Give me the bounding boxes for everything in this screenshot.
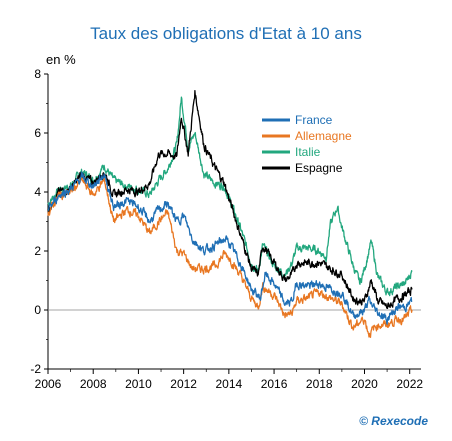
x-tick-label: 2018 (306, 377, 333, 391)
x-tick-label: 2020 (351, 377, 378, 391)
legend-label: Italie (295, 145, 321, 159)
legend-box (256, 106, 382, 174)
x-tick-label: 2014 (215, 377, 242, 391)
chart-title: Taux des obligations d'Etat à 10 ans (90, 24, 362, 43)
series-line-allemagne (47, 176, 413, 338)
legend-label: Allemagne (295, 129, 352, 143)
series-line-espagne (47, 89, 413, 310)
x-tick-label: 2010 (125, 377, 152, 391)
y-tick-label: -2 (30, 362, 41, 376)
x-tick-label: 2022 (396, 377, 423, 391)
series-line-italie (47, 96, 413, 297)
y-axis-unit-label: en % (46, 52, 76, 67)
y-tick-label: 4 (34, 185, 41, 199)
x-tick-label: 2008 (80, 377, 107, 391)
series-lines (47, 89, 413, 338)
legend-label: Espagne (295, 161, 343, 175)
series-line-france (47, 171, 413, 325)
source-credit: © Rexecode (359, 414, 428, 428)
legend-label: France (295, 113, 333, 127)
x-tick-label: 2006 (35, 377, 62, 391)
legend: France Allemagne Italie Espagne (256, 106, 382, 175)
y-tick-label: 0 (34, 303, 41, 317)
y-tick-label: 2 (34, 244, 41, 258)
y-tick-label: 6 (34, 126, 41, 140)
x-tick-label: 2012 (170, 377, 197, 391)
x-tick-label: 2016 (261, 377, 288, 391)
axes: -2 0 2 4 6 8 2006 2008 2010 2012 2014 2016 2018 2020 2… (30, 67, 423, 391)
y-tick-label: 8 (34, 67, 41, 81)
